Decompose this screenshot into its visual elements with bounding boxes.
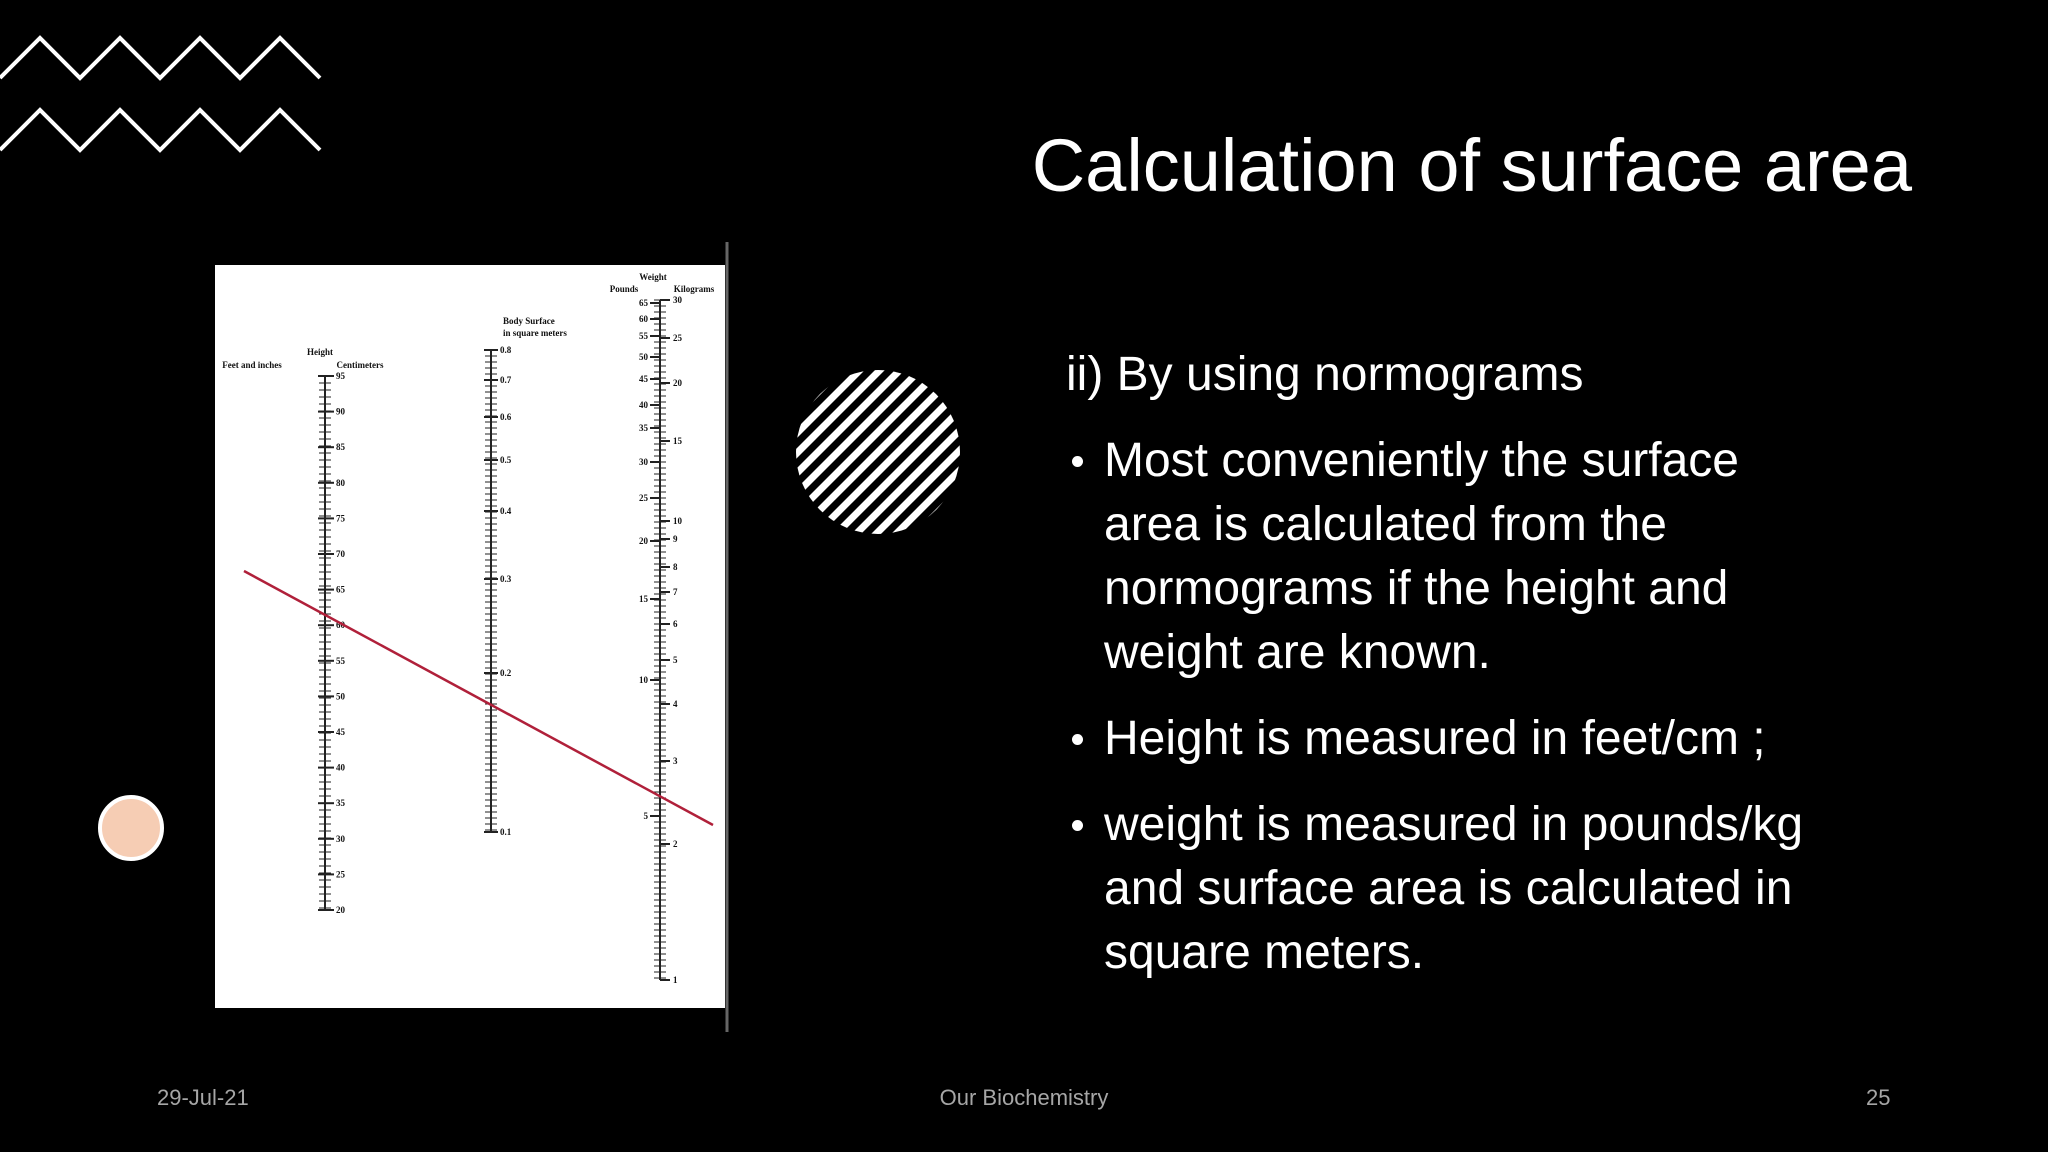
nomogram-label: 45 <box>336 727 346 737</box>
reading-line <box>243 569 714 827</box>
nomogram-label: 8 <box>673 562 678 572</box>
nomogram-label: 15 <box>639 594 649 604</box>
nomogram-label: 60 <box>639 314 649 324</box>
nomogram-label: 4 <box>673 699 678 709</box>
bullet-line: weight are known. <box>1104 626 1491 679</box>
bullet-dot <box>1072 820 1083 831</box>
nomogram-label: 30 <box>673 295 683 305</box>
nomogram-label: 60 <box>336 620 346 630</box>
footer-center: Our Biochemistry <box>939 1085 1109 1110</box>
bullet-line: Height is measured in feet/cm ; <box>1104 712 1766 765</box>
slide-title: Calculation of surface area <box>1031 124 1912 207</box>
nomogram-label: 0.4 <box>500 506 512 516</box>
nomogram-label: 55 <box>639 331 649 341</box>
nomogram-label: 0.5 <box>500 455 512 465</box>
nomogram-label: 65 <box>336 585 346 595</box>
bullet: Most conveniently the surface area is cal… <box>1072 429 1739 685</box>
dot-circle <box>98 795 164 861</box>
zigzag <box>0 107 322 153</box>
nomogram-label: 10 <box>673 516 683 526</box>
nomogram-label: Body Surface <box>503 316 555 326</box>
nomogram-label: 75 <box>336 513 346 523</box>
bullet-line: and surface area is calculated in <box>1104 862 1793 915</box>
nomogram-label: 50 <box>336 691 346 701</box>
nomogram-label: 25 <box>336 869 346 879</box>
nomogram-label: 55 <box>336 656 346 666</box>
nomogram-label: 15 <box>673 436 683 446</box>
nomogram-label: Centimeters <box>337 360 384 370</box>
nomogram-label: 95 <box>336 371 346 381</box>
stripe <box>796 370 960 534</box>
bullet-line: weight is measured in pounds/kg <box>1104 798 1804 851</box>
zigzag <box>0 35 322 81</box>
bullet-dot <box>1072 456 1083 467</box>
nomogram-label: 0.3 <box>500 574 512 584</box>
bullet-line: Most conveniently the surface <box>1104 434 1739 487</box>
nomogram-label: 25 <box>639 493 649 503</box>
nomogram-label: 80 <box>336 478 346 488</box>
nomogram-label: 10 <box>639 675 649 685</box>
nomogram-label: 40 <box>639 400 649 410</box>
bullet: weight is measured in pounds/kg and surfa… <box>1072 793 1804 985</box>
nomogram-label: 85 <box>336 442 346 452</box>
intro-text: ii) By using normograms <box>1066 348 1584 401</box>
stripe <box>796 370 921 534</box>
nomogram-label: 0.2 <box>500 668 512 678</box>
nomogram-label: 2 <box>673 839 678 849</box>
nomogram-label: Weight <box>639 272 667 282</box>
bullet-line: normograms if the height and <box>1104 562 1729 615</box>
nomogram-label: 20 <box>639 536 649 546</box>
nomogram-label: 70 <box>336 549 346 559</box>
nomogram-image <box>215 265 725 1008</box>
nomogram-label: 5 <box>644 811 649 821</box>
footer-date: 29-Jul-21 <box>157 1085 249 1110</box>
nomogram-label: 20 <box>336 905 346 915</box>
nomogram-label: 0.6 <box>500 412 512 422</box>
nomogram-label: 30 <box>336 834 346 844</box>
bullet-line: area is calculated from the <box>1104 498 1667 551</box>
bullet-dot <box>1072 734 1083 745</box>
nomogram-label: 0.1 <box>500 827 512 837</box>
nomogram-label: 20 <box>673 378 683 388</box>
nomogram-label: 0.7 <box>500 375 512 385</box>
bullet: Height is measured in feet/cm ; <box>1072 707 1766 771</box>
nomogram-label: 7 <box>673 587 678 597</box>
nomogram-label: 5 <box>673 655 678 665</box>
nomogram-label: 50 <box>639 352 649 362</box>
nomogram-label: 65 <box>639 298 649 308</box>
nomogram-label: 3 <box>673 756 678 766</box>
nomogram-label: Pounds <box>610 284 639 294</box>
nomogram-label: 6 <box>673 619 678 629</box>
stripe <box>835 370 960 534</box>
nomogram-label: Kilograms <box>674 284 715 294</box>
nomogram-label: 90 <box>336 407 346 417</box>
nomogram-label: 9 <box>673 534 678 544</box>
page-number: 25 <box>1866 1085 1891 1110</box>
nomogram-label: 40 <box>336 763 346 773</box>
nomogram-label: 45 <box>639 374 649 384</box>
nomogram-label: Feet and inches <box>222 360 282 370</box>
nomogram-label: in square meters <box>503 328 567 338</box>
nomogram-label: 35 <box>639 423 649 433</box>
nomogram-label: 0.8 <box>500 345 512 355</box>
nomogram-label: 25 <box>673 333 683 343</box>
nomogram-label: Height <box>307 347 333 357</box>
nomogram-label: 30 <box>639 457 649 467</box>
nomogram-label: 1 <box>673 975 678 985</box>
nomogram-label: 35 <box>336 798 346 808</box>
bullet-line: square meters. <box>1104 926 1425 979</box>
